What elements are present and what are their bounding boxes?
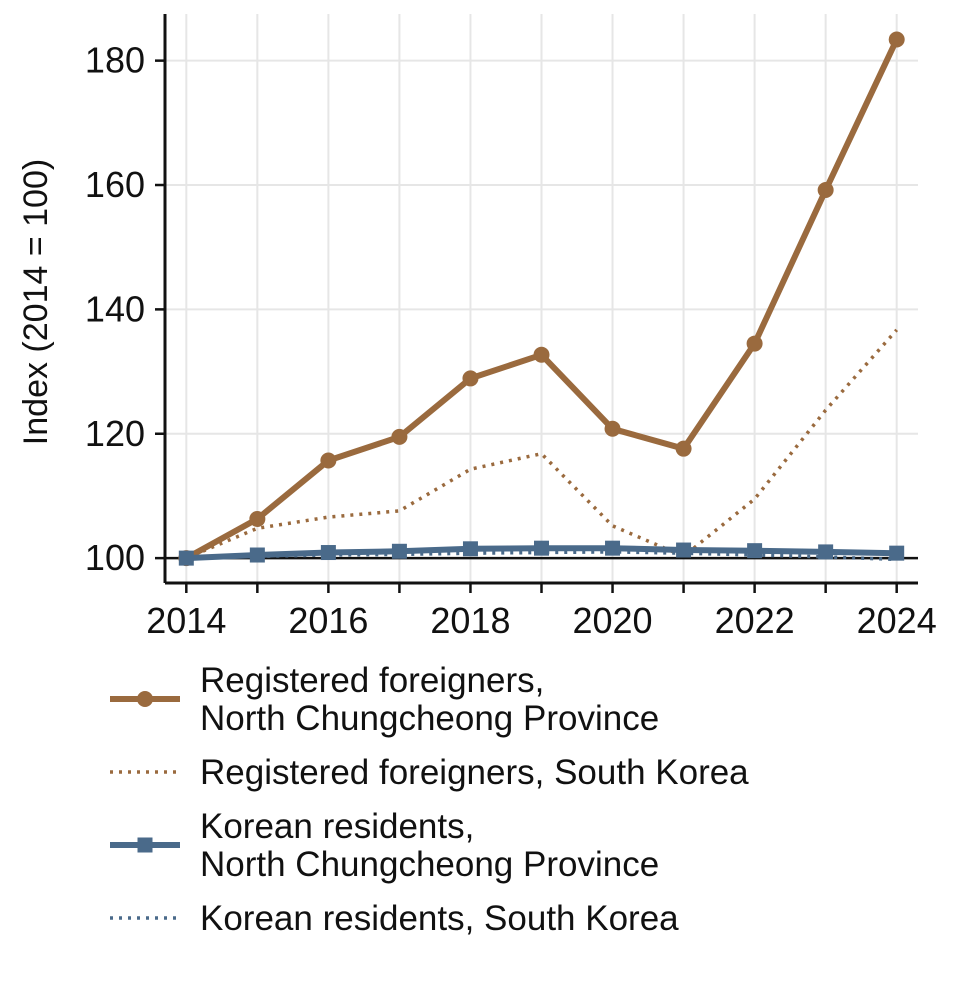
data-point — [391, 543, 407, 559]
x-tick-label: 2020 — [572, 600, 652, 641]
y-tick-label: 140 — [85, 288, 145, 329]
data-point — [462, 370, 479, 387]
x-tick-label: 2018 — [430, 600, 510, 641]
data-point — [747, 543, 763, 559]
x-tick-label: 2022 — [715, 600, 795, 641]
data-point — [249, 510, 266, 527]
data-point — [888, 31, 905, 48]
x-tick-label: 2016 — [288, 600, 368, 641]
y-tick-label: 180 — [85, 40, 145, 81]
data-point — [746, 335, 763, 352]
legend-label-1: North Chungcheong Province — [200, 699, 659, 738]
data-point — [889, 545, 905, 561]
data-point — [391, 428, 408, 445]
legend: Registered foreigners,North Chungcheong … — [110, 661, 749, 938]
y-tick-label: 160 — [85, 164, 145, 205]
series-group — [178, 31, 905, 567]
legend-label-2: Registered foreigners, South Korea — [200, 753, 749, 792]
x-tick-label: 2024 — [857, 600, 937, 641]
x-tick-label: 2014 — [146, 600, 226, 641]
data-point — [320, 452, 337, 469]
data-point — [462, 541, 478, 557]
data-point — [675, 440, 692, 457]
data-point — [818, 544, 834, 560]
legend-marker — [137, 837, 153, 853]
y-tick-label: 100 — [85, 537, 145, 578]
legend-label-3: Korean residents, — [200, 807, 474, 846]
y-axis-label: Index (2014 = 100) — [17, 159, 55, 445]
data-point — [534, 540, 549, 556]
tick-labels: 2014 2016 2018 2020 2022 2024 100 120 140 160 180 — [85, 40, 937, 641]
y-tick-label: 120 — [85, 413, 145, 454]
legend-label-4: Korean residents, South Korea — [200, 899, 679, 938]
data-point — [817, 181, 834, 198]
legend-label-3: North Chungcheong Province — [200, 845, 659, 884]
data-point — [249, 547, 265, 563]
legend-label-1: Registered foreigners, — [200, 661, 544, 700]
grid-lines — [165, 14, 918, 583]
axes — [155, 14, 918, 593]
data-point — [676, 542, 692, 558]
data-point — [604, 420, 621, 437]
data-point — [320, 545, 336, 561]
legend-marker — [137, 691, 153, 707]
data-point — [605, 540, 621, 556]
data-point — [533, 346, 550, 363]
data-point — [178, 550, 194, 566]
